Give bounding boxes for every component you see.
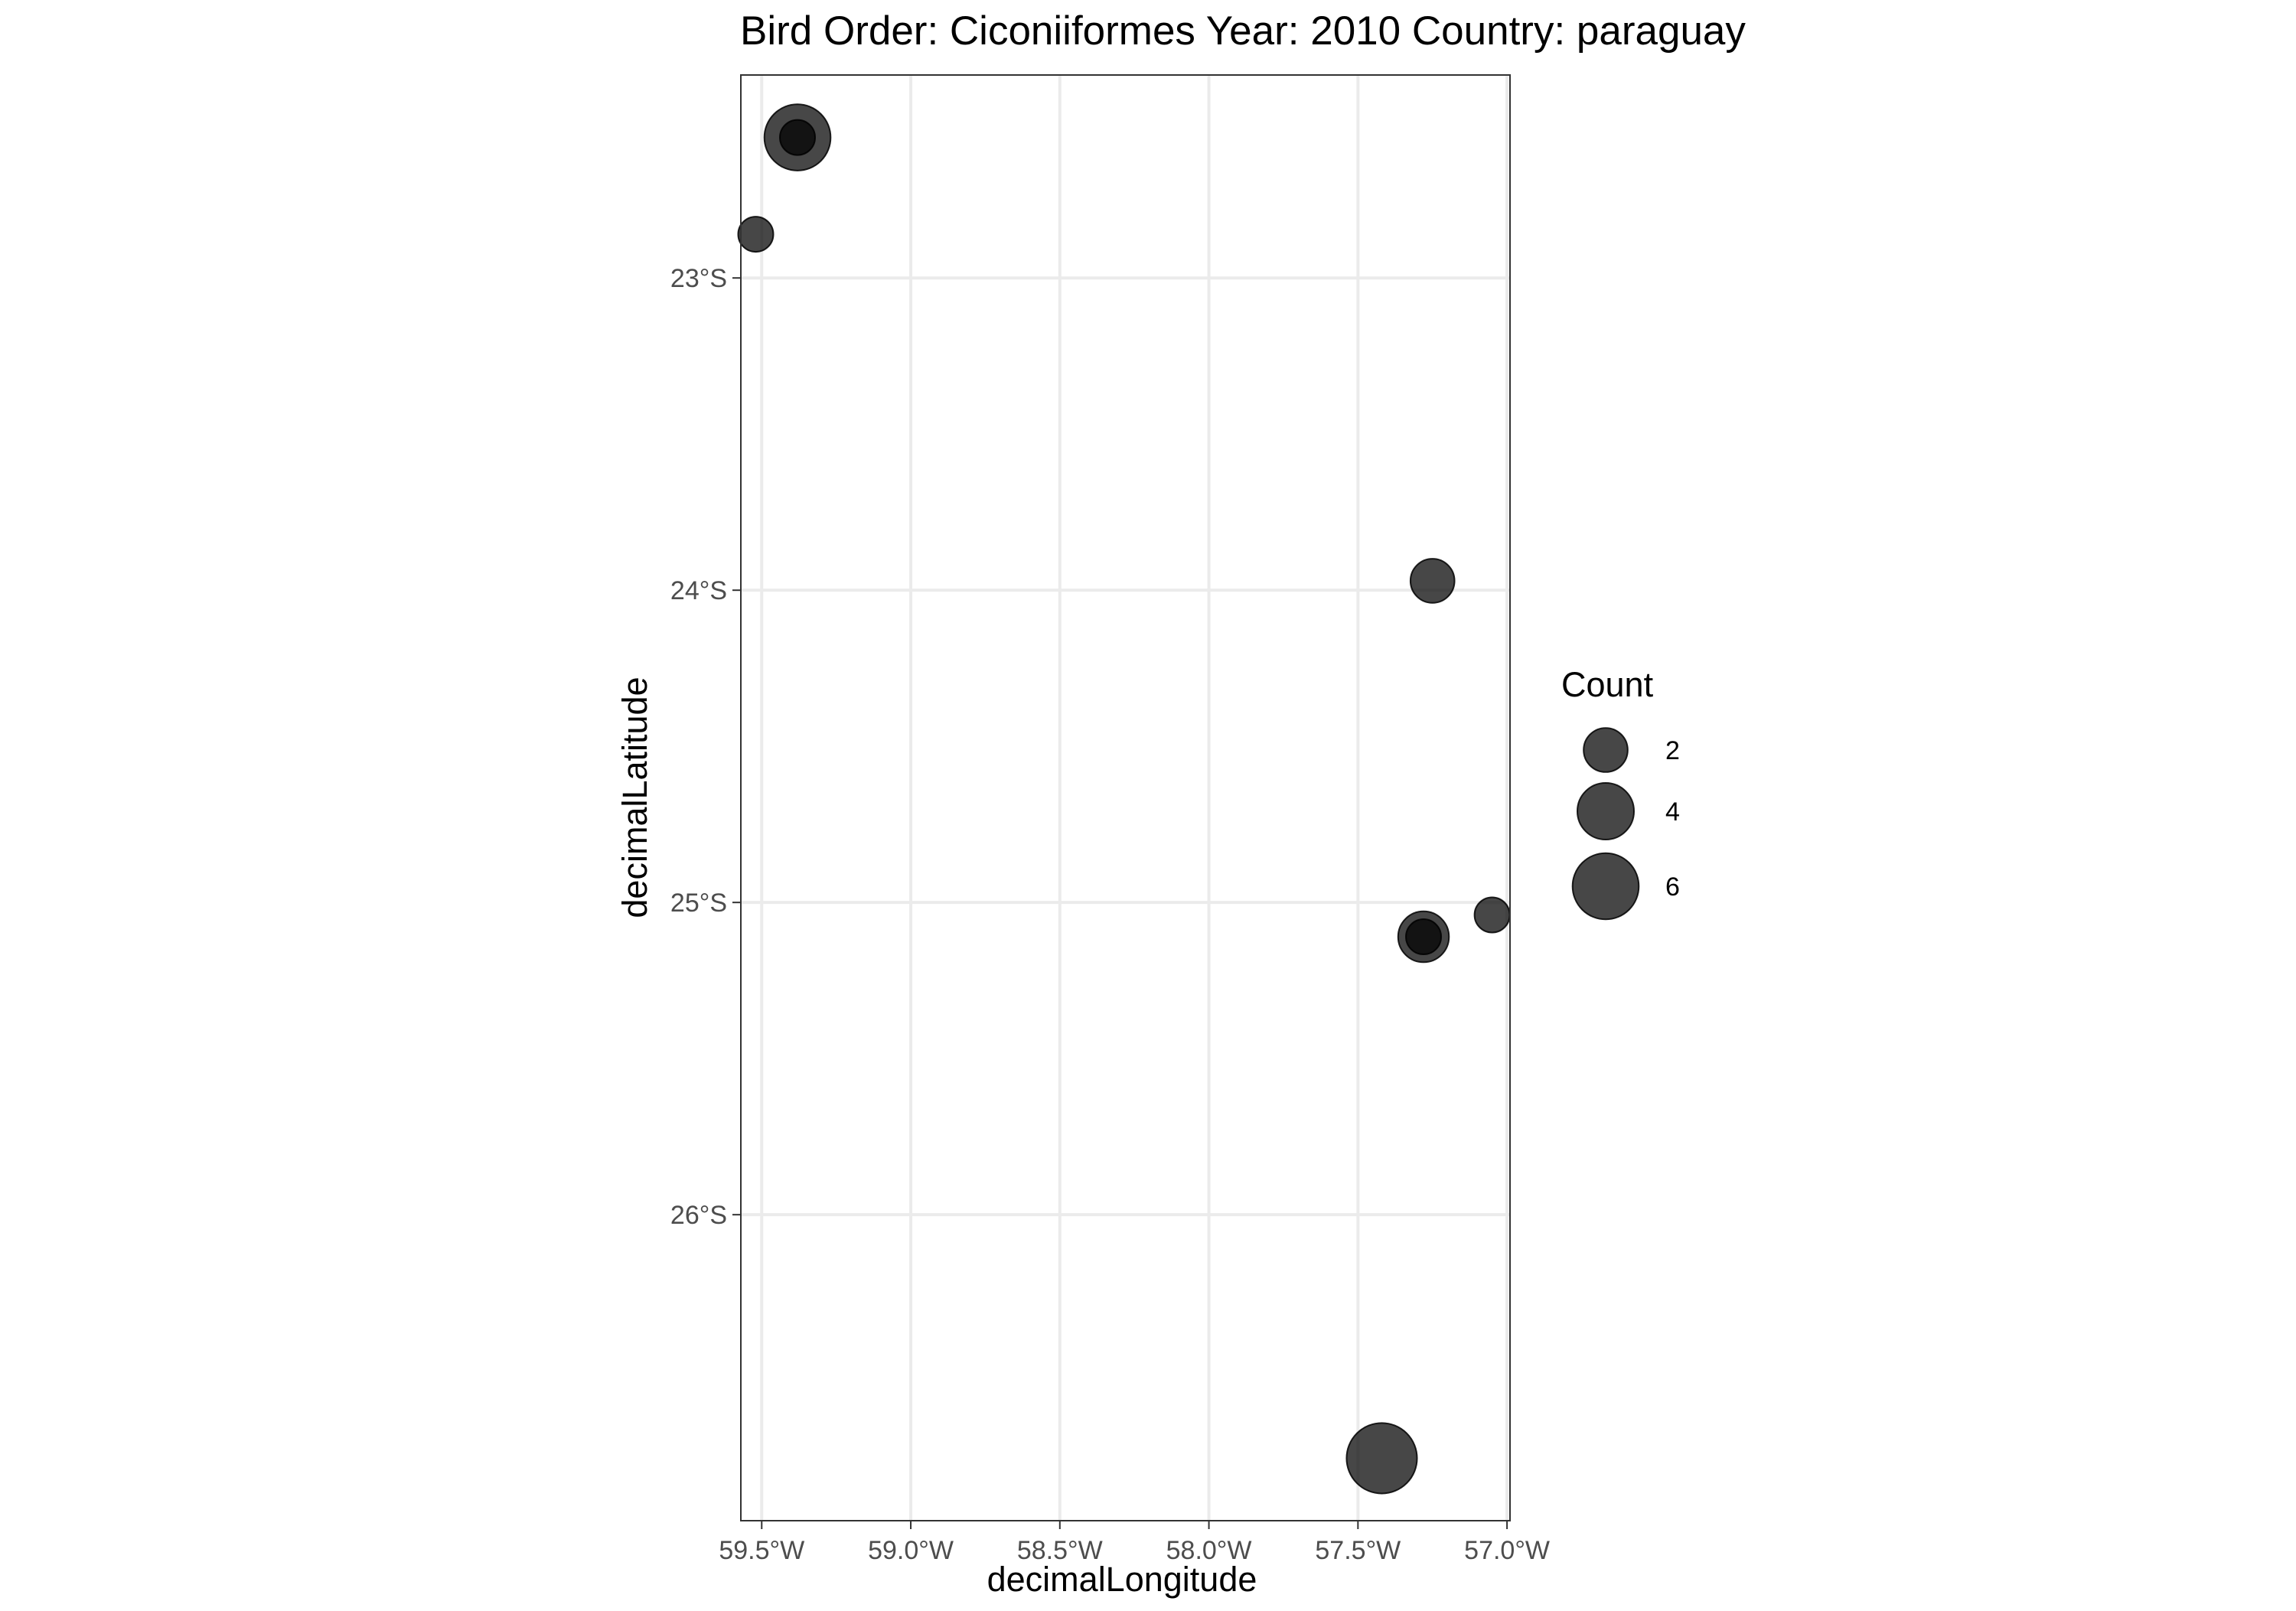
x-tick-label: 59.5°W	[719, 1536, 804, 1565]
legend: Count 2 4 6	[1561, 665, 1680, 921]
x-axis-title: decimalLongitude	[987, 1560, 1257, 1599]
data-point	[1345, 1422, 1418, 1495]
y-tick-label: 23°S	[670, 264, 727, 293]
x-tick-label: 58.0°W	[1166, 1536, 1252, 1565]
x-tick-label: 57.0°W	[1464, 1536, 1550, 1565]
legend-title: Count	[1561, 665, 1654, 704]
x-tick-label: 57.5°W	[1315, 1536, 1401, 1565]
legend-key-circle	[1577, 782, 1635, 840]
chart-title: Bird Order: Ciconiiformes Year: 2010 Cou…	[740, 8, 1746, 54]
y-tick-label: 25°S	[670, 889, 727, 918]
data-point	[737, 216, 775, 253]
data-points	[737, 103, 1511, 1495]
data-point	[1473, 896, 1511, 934]
legend-key-circle	[1583, 727, 1629, 773]
legend-label: 4	[1665, 797, 1680, 827]
x-tick-label: 58.5°W	[1017, 1536, 1103, 1565]
x-tick-label: 59.0°W	[868, 1536, 954, 1565]
y-tick-label: 24°S	[670, 576, 727, 605]
panel-border	[740, 74, 1511, 1521]
data-point	[1405, 918, 1443, 956]
legend-label: 6	[1665, 872, 1680, 902]
y-axis-title: decimalLatitude	[615, 677, 654, 918]
data-point	[779, 119, 817, 156]
axes: 59.5°W 59.0°W 58.5°W 58.0°W 57.5°W 57.0°W 23°S…	[670, 264, 1550, 1565]
legend-label: 2	[1665, 736, 1680, 765]
legend-key-circle	[1571, 852, 1640, 921]
grid-lines	[741, 75, 1510, 1521]
y-tick-label: 26°S	[670, 1201, 727, 1230]
data-point	[1409, 558, 1456, 604]
